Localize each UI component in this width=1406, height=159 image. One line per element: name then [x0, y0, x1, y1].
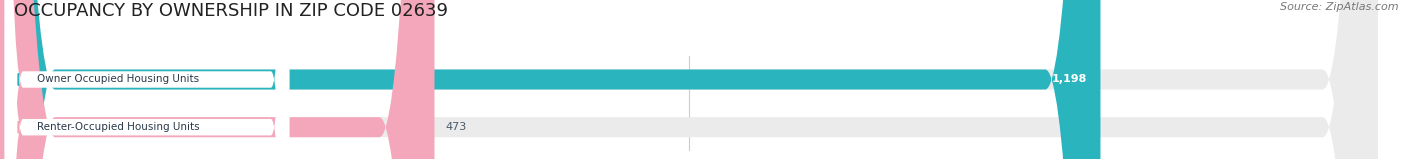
FancyBboxPatch shape [4, 0, 290, 159]
Text: Source: ZipAtlas.com: Source: ZipAtlas.com [1281, 2, 1399, 12]
FancyBboxPatch shape [4, 0, 290, 159]
Text: 473: 473 [446, 122, 467, 132]
Text: Renter-Occupied Housing Units: Renter-Occupied Housing Units [37, 122, 200, 132]
Text: Owner Occupied Housing Units: Owner Occupied Housing Units [37, 75, 198, 84]
FancyBboxPatch shape [0, 0, 1101, 159]
Text: OCCUPANCY BY OWNERSHIP IN ZIP CODE 02639: OCCUPANCY BY OWNERSHIP IN ZIP CODE 02639 [14, 2, 449, 20]
Text: 1,198: 1,198 [1052, 75, 1087, 84]
FancyBboxPatch shape [0, 0, 434, 159]
